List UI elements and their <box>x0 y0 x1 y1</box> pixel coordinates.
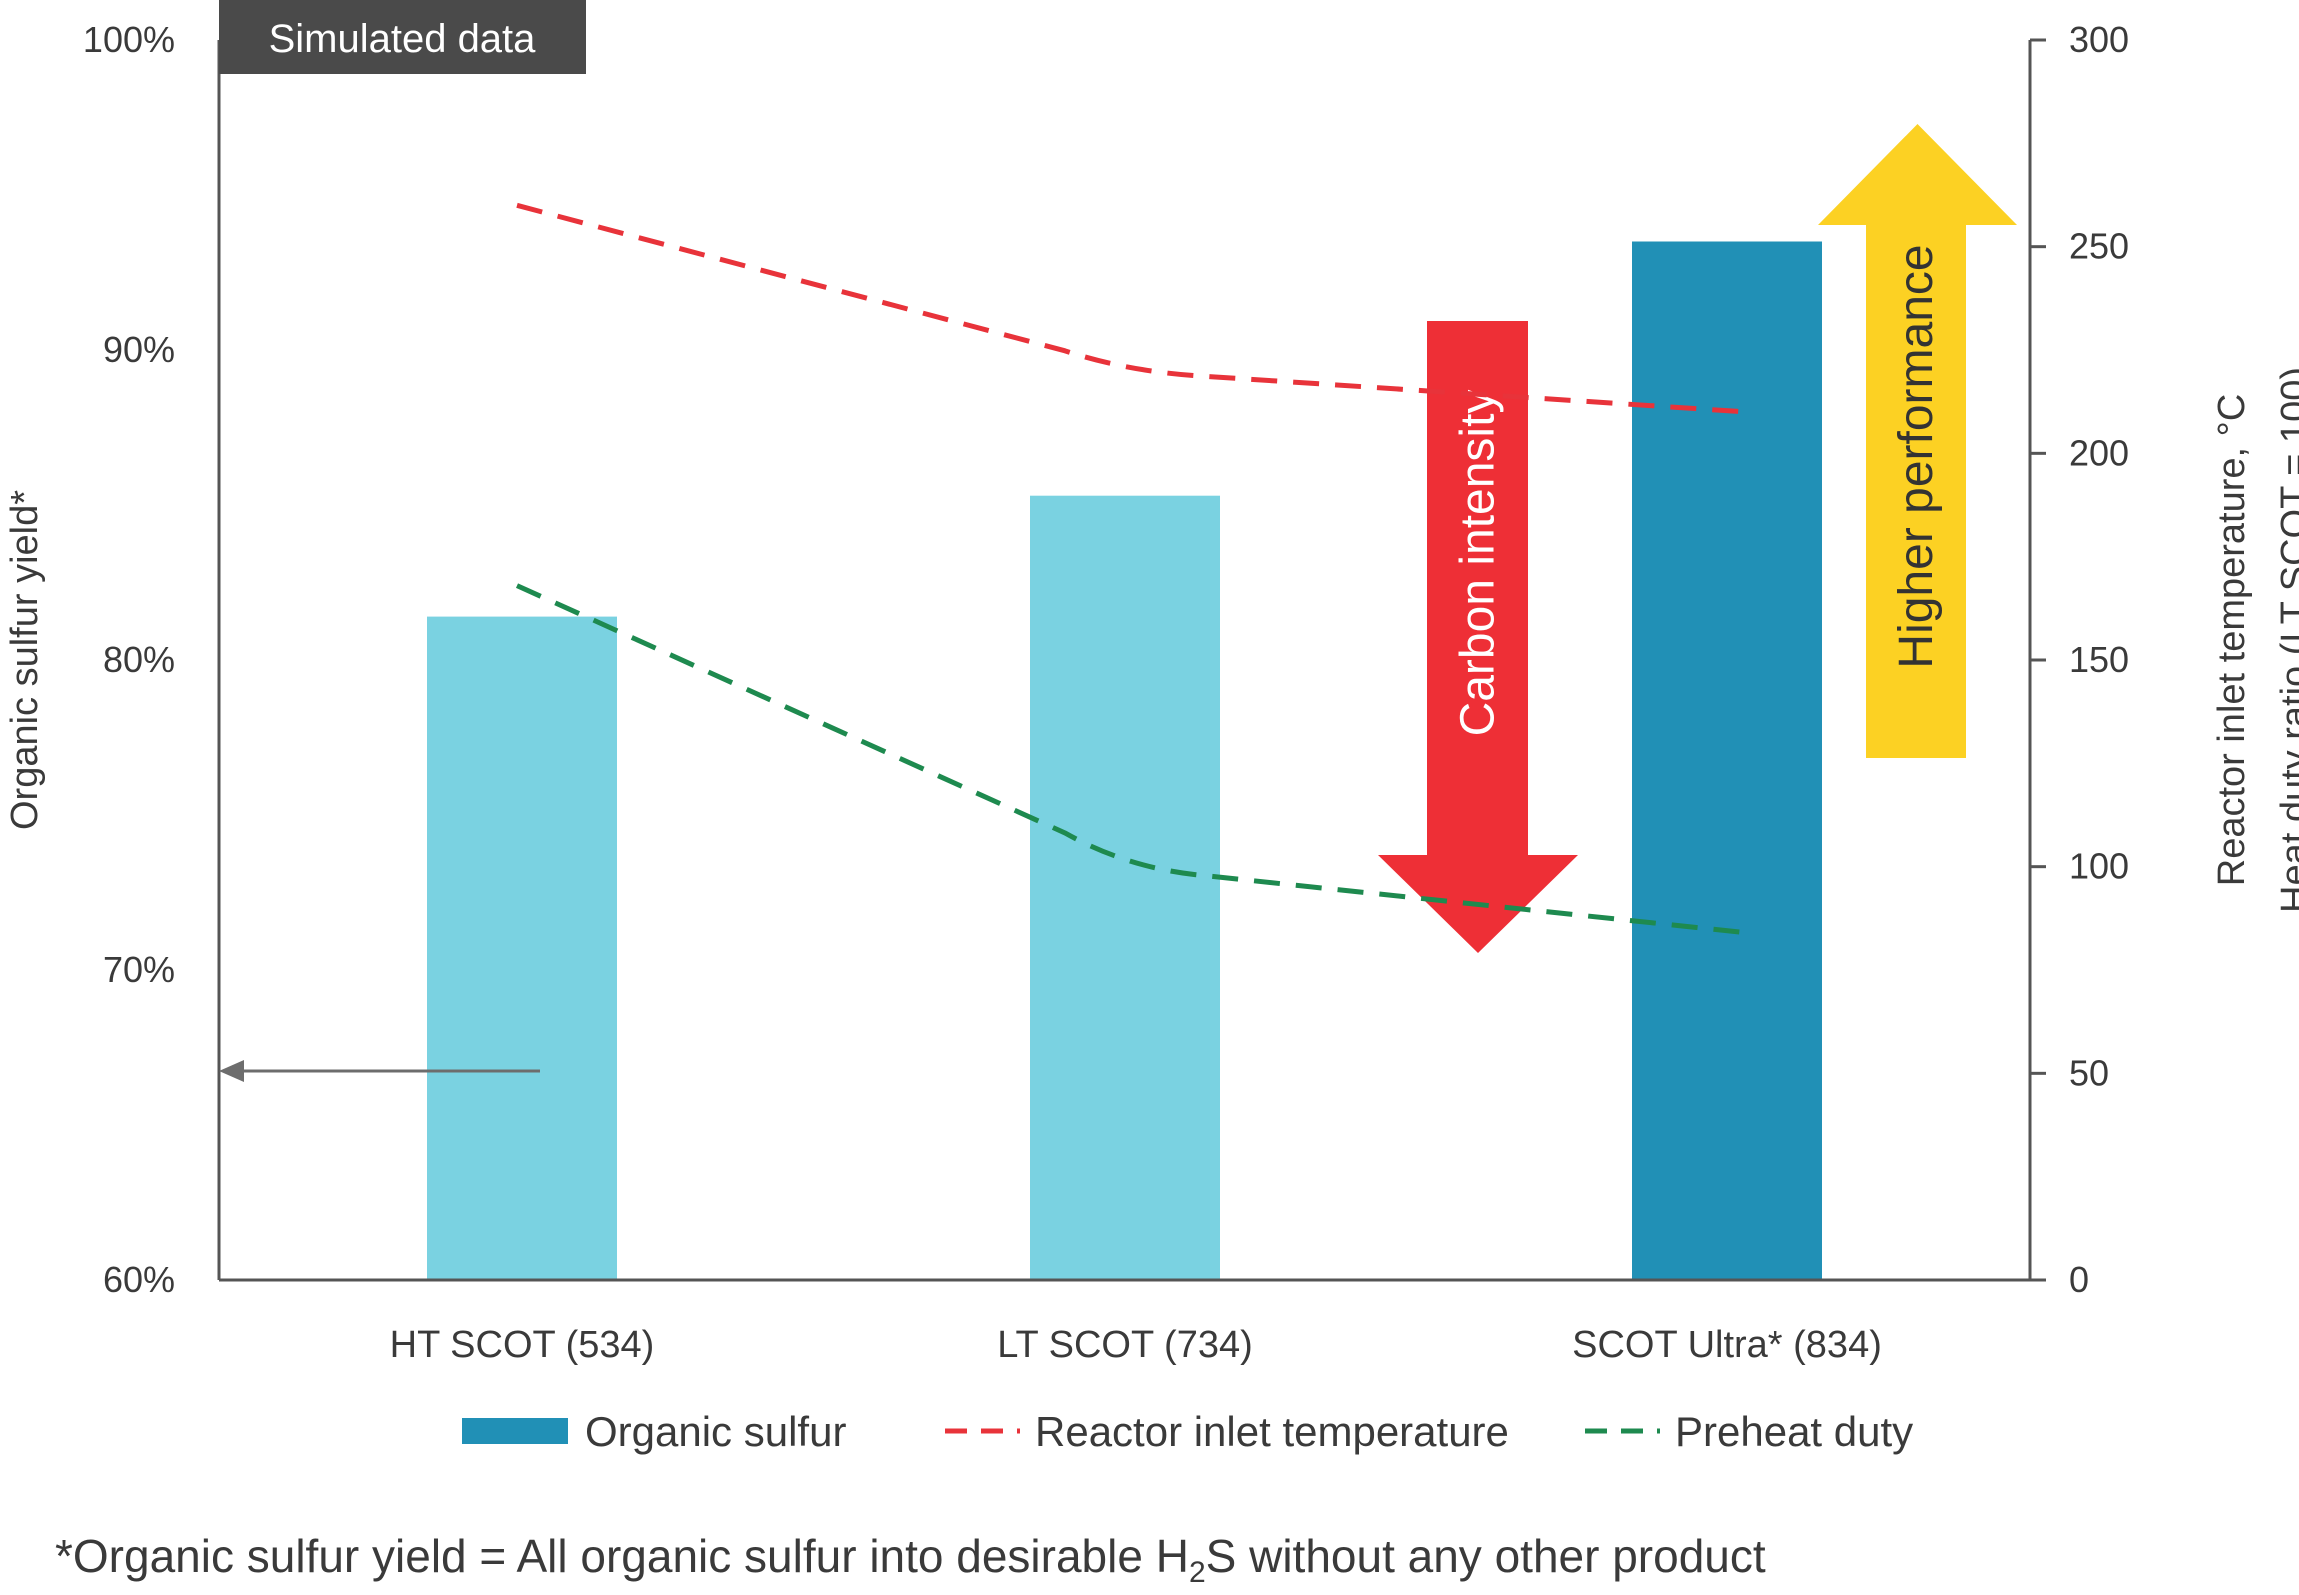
left-tick-label: 80% <box>103 639 175 680</box>
right-axis-title-line2: Heat duty ratio (LT SCOT = 100) <box>2274 367 2299 913</box>
footnote-prefix: *Organic sulfur yield = All organic sulf… <box>55 1530 1189 1582</box>
carbon-intensity-arrow <box>1378 321 1578 953</box>
line-preheat-duty <box>515 583 1748 936</box>
footnote-suffix: S without any other product <box>1206 1530 1766 1582</box>
footnote-subscript: 2 <box>1189 1556 1206 1589</box>
lines-layer <box>515 202 1748 936</box>
higher-performance-arrow <box>1818 124 2017 758</box>
left-tick-label: 70% <box>103 949 175 990</box>
left-tick-label: 100% <box>83 19 175 60</box>
right-tick-label: 0 <box>2069 1259 2089 1300</box>
left-axis-ticks: 60% 70% 80% 90% 100% <box>83 19 175 1300</box>
right-tick-label: 250 <box>2069 226 2129 267</box>
bars-layer <box>427 241 1822 1280</box>
carbon-intensity-label: Carbon intensity <box>1452 390 1505 737</box>
left-tick-label: 60% <box>103 1259 175 1300</box>
legend-label-reactor-inlet-temperature: Reactor inlet temperature <box>1035 1408 1509 1455</box>
higher-performance-label: Higher performance <box>1890 244 1943 668</box>
simulated-data-badge-text: Simulated data <box>269 17 537 61</box>
bar-ht-scot-534 <box>427 616 617 1280</box>
left-axis-title: Organic sulfur yield* <box>4 490 46 830</box>
bar-scot-ultra-834 <box>1632 241 1822 1280</box>
line-reactor-inlet-temperature <box>516 202 1748 415</box>
right-tick-label: 150 <box>2069 639 2129 680</box>
left-tick-label: 90% <box>103 329 175 370</box>
bar-lt-scot-734 <box>1030 495 1220 1280</box>
right-tick-label: 300 <box>2069 19 2129 60</box>
left-axis-indicator-arrow <box>219 1060 540 1082</box>
annotation-layer: Carbon intensity Higher performance <box>1378 124 2017 953</box>
category-label-ht-scot-534: HT SCOT (534) <box>390 1324 655 1366</box>
legend-label-preheat-duty: Preheat duty <box>1675 1408 1913 1455</box>
right-tick-label: 100 <box>2069 846 2129 887</box>
footnote: *Organic sulfur yield = All organic sulf… <box>55 1530 1766 1589</box>
category-labels: HT SCOT (534) LT SCOT (734) SCOT Ultra* (8… <box>390 1324 1882 1366</box>
category-label-scot-ultra-834: SCOT Ultra* (834) <box>1572 1324 1882 1366</box>
right-tick-label: 200 <box>2069 432 2129 473</box>
simulated-data-badge <box>219 0 586 74</box>
category-label-lt-scot-734: LT SCOT (734) <box>997 1324 1253 1366</box>
legend-swatch-organic-sulfur <box>462 1418 568 1444</box>
legend: Organic sulfur Reactor inlet temperature… <box>462 1408 1913 1455</box>
right-axis-title-line1: Reactor inlet temperature, °C <box>2211 394 2253 887</box>
right-tick-label: 50 <box>2069 1052 2109 1093</box>
legend-label-organic-sulfur: Organic sulfur <box>585 1408 846 1455</box>
right-axis-ticks: 0 50 100 150 200 250 300 <box>2030 19 2129 1300</box>
